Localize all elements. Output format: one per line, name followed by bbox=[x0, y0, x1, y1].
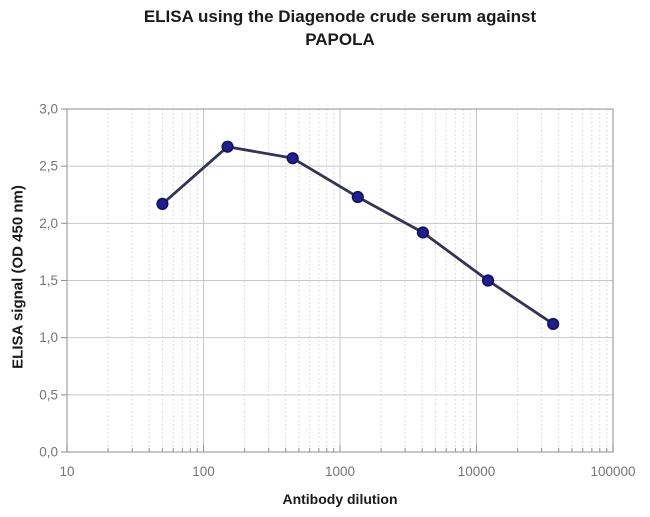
chart-title-line-1: ELISA using the Diagenode crude serum ag… bbox=[143, 7, 537, 26]
data-point bbox=[221, 140, 234, 153]
chart-title: ELISA using the Diagenode crude serum ag… bbox=[30, 5, 650, 51]
y-tick-label: 2,5 bbox=[39, 159, 58, 174]
y-tick-label: 2,0 bbox=[39, 216, 58, 231]
y-tick-labels: 0,0 0,5 1,0 1,5 2,0 2,5 3,0 bbox=[39, 102, 58, 460]
x-tick-label: 1000 bbox=[325, 464, 355, 479]
data-points bbox=[156, 140, 560, 331]
y-tick-label: 0,0 bbox=[39, 445, 58, 460]
data-point bbox=[156, 197, 169, 210]
y-tick-label: 0,5 bbox=[39, 387, 58, 402]
data-point bbox=[416, 226, 430, 239]
y-tick-label: 1,5 bbox=[39, 273, 58, 288]
data-point bbox=[547, 317, 560, 331]
data-point bbox=[286, 152, 299, 165]
y-tick-label: 1,0 bbox=[39, 330, 58, 345]
data-point bbox=[481, 274, 495, 287]
x-tick-label: 10 bbox=[59, 464, 74, 479]
x-tick-label: 10000 bbox=[458, 464, 496, 479]
x-tick-labels: 10 100 1000 10000 100000 bbox=[59, 464, 635, 479]
x-tick-label: 100000 bbox=[590, 464, 635, 479]
y-axis-label: ELISA signal (OD 450 nm) bbox=[9, 185, 27, 369]
x-tick-label: 100 bbox=[192, 464, 215, 479]
data-point bbox=[351, 190, 364, 204]
data-line bbox=[161, 145, 555, 326]
chart-title-line-2: PAPOLA bbox=[305, 30, 375, 49]
y-tick-label: 3,0 bbox=[39, 102, 58, 117]
x-axis-label: Antibody dilution bbox=[282, 491, 398, 507]
tick-marks bbox=[61, 108, 614, 453]
